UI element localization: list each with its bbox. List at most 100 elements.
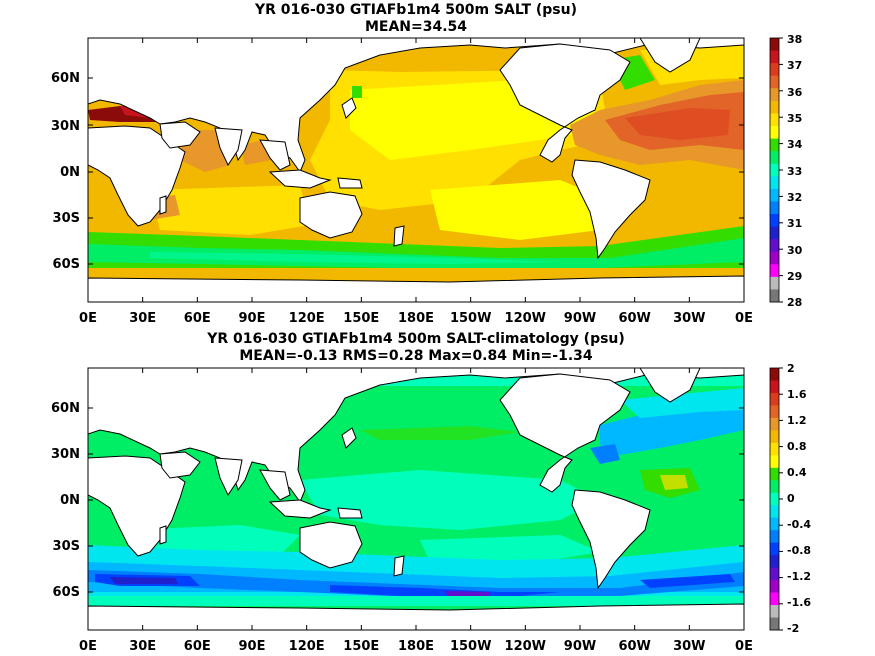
land-madagascar xyxy=(159,525,167,545)
field-pacific-bright-south xyxy=(430,180,610,240)
y-tick-label: 0N xyxy=(60,165,80,180)
colorbar-swatch xyxy=(770,50,779,64)
x-tick-label: 120E xyxy=(289,639,325,654)
y-tick-labels: 60N 30N 0N 30S 60S xyxy=(51,401,80,600)
chart-title: YR 016-030 GTIAFb1m4 500m SALT (psu) xyxy=(254,2,578,18)
field-antarctic-shelf xyxy=(88,596,744,606)
field-southern-purple xyxy=(445,591,490,596)
colorbar-tick-label: 34 xyxy=(787,138,803,151)
salinity-field xyxy=(88,38,744,302)
colorbar-swatch xyxy=(770,592,779,606)
x-tick-label: 150W xyxy=(450,311,491,326)
field-southern-deep-blue-mid xyxy=(330,585,560,598)
field-southern-deep-blue-east xyxy=(640,574,735,588)
x-tick-label: 30E xyxy=(129,639,156,654)
colorbar-tick-label: -2 xyxy=(787,622,799,635)
land-madagascar xyxy=(159,195,167,215)
field-okhotsk-green xyxy=(352,86,362,98)
colorbar-tick-label: 33 xyxy=(787,165,802,178)
colorbar xyxy=(769,367,783,631)
colorbar-swatch xyxy=(770,176,779,190)
colorbar-swatch xyxy=(770,480,779,494)
field-north-pacific-band xyxy=(360,426,520,440)
x-tick-label: 0E xyxy=(79,311,97,326)
x-tick-label: 0E xyxy=(735,639,753,654)
land-india xyxy=(214,127,243,167)
colorbar-swatch xyxy=(770,63,779,77)
colorbar-tick-label: 30 xyxy=(787,244,803,257)
x-tick-label: 60E xyxy=(184,639,211,654)
colorbar-swatch xyxy=(770,276,779,290)
field-southern-band-33 xyxy=(88,238,744,268)
colorbar-swatch xyxy=(770,617,779,631)
y-tick-label: 30N xyxy=(51,119,80,134)
x-tick-label: 180E xyxy=(398,639,434,654)
land-masks xyxy=(88,38,744,302)
field-pacific-south-cyan xyxy=(420,535,600,565)
land-india xyxy=(214,457,243,497)
colorbar-swatch xyxy=(770,113,779,127)
land-antarctica xyxy=(88,275,744,302)
colorbar-swatch xyxy=(770,151,779,165)
colorbar-swatch xyxy=(770,380,779,394)
land-north-america xyxy=(499,373,631,493)
colorbar-swatch xyxy=(770,530,779,544)
y-tick-label: 60S xyxy=(53,585,80,600)
x-tick-label: 90E xyxy=(239,639,266,654)
colorbar-tick-label: 35 xyxy=(787,112,802,125)
colorbar-tick-labels: 38 37 36 35 34 33 32 31 30 29 28 xyxy=(787,33,803,309)
colorbar-swatch xyxy=(770,201,779,215)
field-antarctic-shelf xyxy=(88,268,744,278)
land-indonesia xyxy=(268,169,332,189)
x-tick-label: 30W xyxy=(673,311,705,326)
x-tick-label: 30W xyxy=(673,639,705,654)
colorbar-swatch xyxy=(770,251,779,265)
colorbar-tick-label: 32 xyxy=(787,191,802,204)
colorbar-tick-label: 2 xyxy=(787,362,795,375)
colorbar-swatch xyxy=(770,467,779,481)
y-tick-label: 60S xyxy=(53,257,80,272)
x-tick-label: 30E xyxy=(129,311,156,326)
colorbar-tick-label: -0.4 xyxy=(787,518,811,531)
chart-title: YR 016-030 GTIAFb1m4 500m SALT-climatolo… xyxy=(207,331,625,347)
colorbar-swatch xyxy=(770,455,779,469)
x-tick-label: 90E xyxy=(239,311,266,326)
x-tick-label: 0E xyxy=(735,311,753,326)
colorbar-tick-label: -1.2 xyxy=(787,570,811,583)
field-atlantic-36-core xyxy=(625,108,730,140)
colorbar-tick-label: 0 xyxy=(787,492,795,505)
field-pacific-cyan xyxy=(300,470,600,530)
x-tick-labels: 0E 30E 60E 90E 120E 150E 180E 150W 120W … xyxy=(79,311,753,326)
x-tick-label: 120W xyxy=(505,639,546,654)
x-tick-label: 0E xyxy=(79,639,97,654)
field-north-atlantic-blue xyxy=(600,410,744,455)
colorbar-swatch xyxy=(770,442,779,456)
land-new-zealand xyxy=(393,225,405,247)
land-new-zealand xyxy=(393,555,405,577)
colorbar-swatch xyxy=(770,226,779,240)
colorbar-swatch xyxy=(770,405,779,419)
land-australia xyxy=(299,191,363,239)
colorbar-swatch xyxy=(770,430,779,444)
x-tick-label: 60E xyxy=(184,311,211,326)
colorbar-tick-label: 36 xyxy=(787,86,803,99)
land-southeast-asia xyxy=(259,469,291,501)
colorbar-swatch xyxy=(770,38,779,52)
colorbar-swatch xyxy=(770,100,779,114)
land-south-america xyxy=(571,159,651,260)
land-japan xyxy=(341,427,357,449)
salinity-bias-map-svg: 0E 30E 60E 90E 120E 150E 180E 150W 120W … xyxy=(51,362,811,654)
colorbar-tick-label: 1.2 xyxy=(787,414,807,427)
colorbar-swatch xyxy=(770,239,779,253)
land-north-america xyxy=(499,43,631,163)
land-greenland xyxy=(639,368,701,403)
land-greenland xyxy=(639,38,701,73)
colorbar-swatch xyxy=(770,126,779,140)
x-tick-label: 90W xyxy=(564,311,596,326)
land-new-guinea xyxy=(337,507,363,519)
colorbar-swatch xyxy=(770,492,779,506)
x-tick-label: 90W xyxy=(564,639,596,654)
land-australia xyxy=(299,521,363,569)
field-southern-band-33-inner xyxy=(150,252,560,264)
x-tick-label: 60W xyxy=(618,639,650,654)
